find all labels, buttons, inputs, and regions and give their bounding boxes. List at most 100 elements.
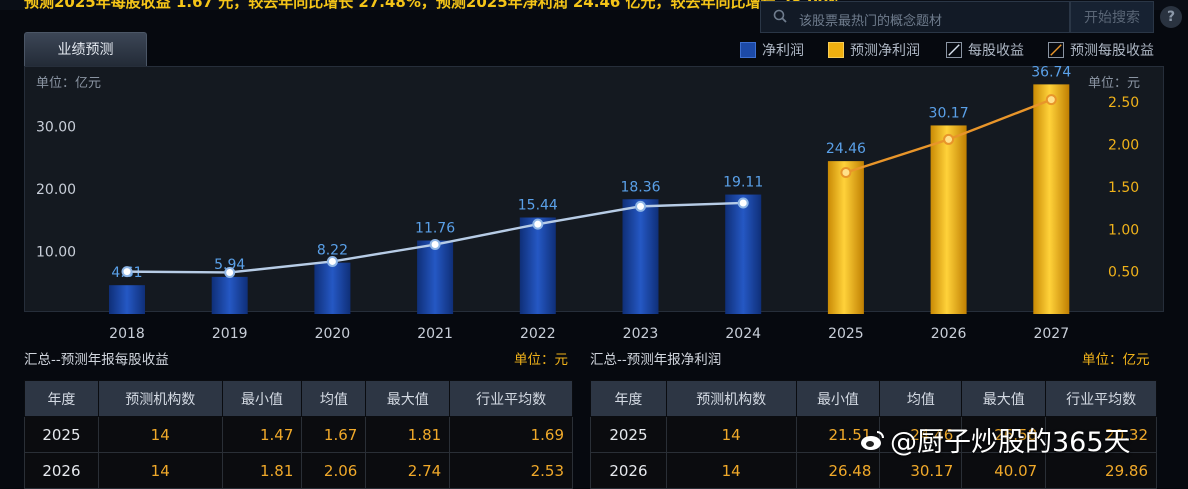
eps-point [429,239,441,251]
x-axis-tick-label: 2020 [315,326,351,342]
column-header: 最小值 [795,380,881,417]
cell-min: 1.47 [221,416,303,453]
cell-industry-avg: 29.86 [1045,452,1157,489]
search-input[interactable]: 该股票最热门的概念题材 [799,14,943,29]
right-axis-tick-label: 1.50 [1108,180,1139,196]
x-axis-tick-label: 2022 [520,326,556,342]
column-header: 年度 [590,380,667,417]
legend-item-actual-profit[interactable]: 净利润 [740,40,804,60]
eps-point [121,266,133,278]
x-axis-tick-label: 2025 [828,326,864,342]
bar-data-label: 36.74 [1031,64,1071,80]
cell-count: 14 [97,416,223,453]
column-header: 年度 [24,380,99,417]
solid-gold-swatch-icon [828,42,844,58]
bar-data-label: 24.46 [826,141,866,157]
cell-mean: 2.06 [301,452,367,489]
bar-data-label: 15.44 [518,198,558,214]
profit-bar [519,217,556,314]
x-axis-tick-label: 2018 [109,326,145,342]
x-axis-tick-label: 2023 [623,326,659,342]
column-header: 行业平均数 [1045,380,1157,417]
table-row: 2026 14 1.81 2.06 2.74 2.53 [24,452,573,489]
cell-year: 2026 [24,452,99,489]
profit-bar [211,276,248,314]
watermark-text: @厨子炒股的365天 [890,427,1131,458]
bar-data-label: 30.17 [929,105,969,121]
bar-data-label: 8.22 [317,243,348,259]
right-axis-tick-label: 1.00 [1108,222,1139,238]
search-button[interactable]: 开始搜索 [1070,1,1154,33]
x-axis-tick-label: 2027 [1033,326,1069,342]
right-axis-tick-label: 2.00 [1108,138,1139,154]
column-header: 行业平均数 [449,380,573,417]
plot-area [24,66,1164,312]
left-axis-unit: 单位：亿元 [36,76,102,91]
x-axis-tick-label: 2021 [417,326,453,342]
cell-year: 2025 [24,416,99,453]
search-box[interactable]: 该股票最热门的概念题材 [760,1,1070,33]
bar-data-label: 19.11 [723,175,763,191]
weibo-logo-icon [861,431,884,450]
cell-count: 14 [665,452,797,489]
cell-industry-avg: 1.69 [449,416,573,453]
eps-table-title: 汇总--预测年报每股收益 [24,352,169,368]
legend-item-forecast-eps[interactable]: 预测每股收益 [1048,40,1154,60]
table-header-row: 年度 预测机构数 最小值 均值 最大值 行业平均数 [590,380,1157,417]
cell-mean: 30.17 [879,452,963,489]
table-row: 2026 14 26.48 30.17 40.07 29.86 [590,452,1157,489]
ticker-text: 预测2025年每股收益 1.67 元，较去年同比增长 27.48%，预测2025… [24,0,844,10]
solid-blue-swatch-icon [740,42,756,58]
legend-label: 预测每股收益 [1070,43,1154,59]
legend-label: 净利润 [762,43,804,59]
table-row: 2025 14 1.47 1.67 1.81 1.69 [24,416,573,453]
forecast-profit-bar [827,161,864,314]
profit-bar [417,240,454,314]
profit-bar [725,194,762,314]
cell-max: 40.07 [961,452,1047,489]
tab-earnings-forecast[interactable]: 业绩预测 [24,32,147,66]
bar-data-label: 18.36 [620,179,660,195]
eps-table-unit: 单位：元 [514,352,568,368]
cell-industry-avg: 20.32 [1045,416,1157,453]
cell-min: 1.81 [221,452,303,489]
watermark: @厨子炒股的365天 [860,420,1131,459]
line-white-swatch-icon [946,42,962,58]
eps-point [737,197,749,209]
left-axis-tick-label: 30.00 [36,120,76,136]
legend-label: 每股收益 [968,43,1024,59]
search-icon [773,9,787,23]
left-axis-tick-label: 10.00 [36,245,76,261]
bar-data-label: 11.76 [415,221,455,237]
legend-item-eps[interactable]: 每股收益 [946,40,1024,60]
legend-item-forecast-profit[interactable]: 预测净利润 [828,40,920,60]
help-icon[interactable]: ? [1160,6,1182,28]
column-header: 预测机构数 [97,380,223,417]
eps-point [635,200,646,212]
eps-point [224,266,236,278]
legend-label: 预测净利润 [850,43,920,59]
column-header: 最小值 [221,380,303,417]
line-orange-swatch-icon [1048,42,1064,58]
column-header: 均值 [879,380,963,417]
x-axis-tick-label: 2024 [725,326,761,342]
x-axis-tick-label: 2019 [212,326,248,342]
bar-line-chart: 10.0020.0030.000.501.001.502.002.504.612… [36,64,1139,342]
ticker-strip: 预测2025年每股收益 1.67 元，较去年同比增长 27.48%，预测2025… [0,0,1188,10]
bar-data-label: 5.94 [214,257,245,273]
cell-industry-avg: 2.53 [449,452,573,489]
right-axis-tick-label: 2.50 [1108,95,1139,111]
forecast-profit-bar [930,125,967,314]
x-axis-tick-label: 2026 [931,326,967,342]
forecast-eps-point [840,166,852,178]
column-header: 预测机构数 [665,380,797,417]
cell-year: 2025 [590,416,667,453]
profit-bar [314,262,351,314]
column-header: 均值 [301,380,367,417]
forecast-eps-point [943,133,955,145]
cell-count: 14 [97,452,223,489]
eps-point [326,255,338,267]
forecast-chart-panel: 业绩预测 净利润 预测净利润 每股收益 预测每股收益 单位：亿元 单位：元 10… [24,32,1164,342]
cell-min: 21.51 [795,416,881,453]
cell-count: 14 [665,416,797,453]
